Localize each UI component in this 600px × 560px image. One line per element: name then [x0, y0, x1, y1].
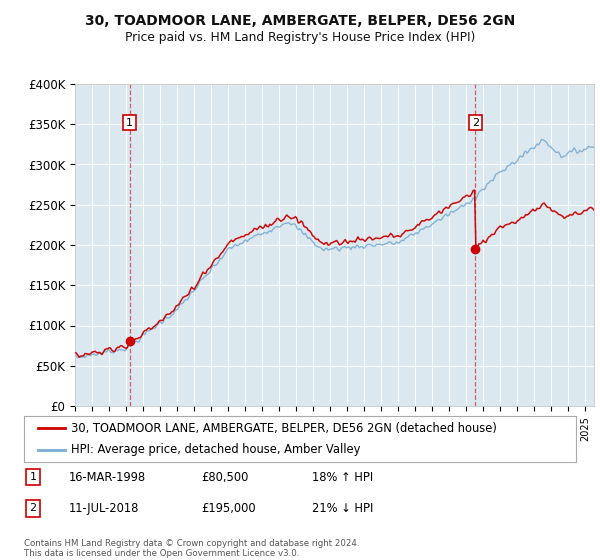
- Text: 16-MAR-1998: 16-MAR-1998: [69, 470, 146, 484]
- Text: HPI: Average price, detached house, Amber Valley: HPI: Average price, detached house, Ambe…: [71, 443, 360, 456]
- Text: Price paid vs. HM Land Registry's House Price Index (HPI): Price paid vs. HM Land Registry's House …: [125, 31, 475, 44]
- Text: 1: 1: [29, 472, 37, 482]
- Text: Contains HM Land Registry data © Crown copyright and database right 2024.
This d: Contains HM Land Registry data © Crown c…: [24, 539, 359, 558]
- Text: 2: 2: [472, 118, 479, 128]
- Text: 21% ↓ HPI: 21% ↓ HPI: [312, 502, 373, 515]
- Text: 30, TOADMOOR LANE, AMBERGATE, BELPER, DE56 2GN: 30, TOADMOOR LANE, AMBERGATE, BELPER, DE…: [85, 14, 515, 28]
- Text: 18% ↑ HPI: 18% ↑ HPI: [312, 470, 373, 484]
- Text: £195,000: £195,000: [201, 502, 256, 515]
- Text: 1: 1: [126, 118, 133, 128]
- Text: 30, TOADMOOR LANE, AMBERGATE, BELPER, DE56 2GN (detached house): 30, TOADMOOR LANE, AMBERGATE, BELPER, DE…: [71, 422, 497, 435]
- Text: £80,500: £80,500: [201, 470, 248, 484]
- Text: 2: 2: [29, 503, 37, 514]
- Text: 11-JUL-2018: 11-JUL-2018: [69, 502, 139, 515]
